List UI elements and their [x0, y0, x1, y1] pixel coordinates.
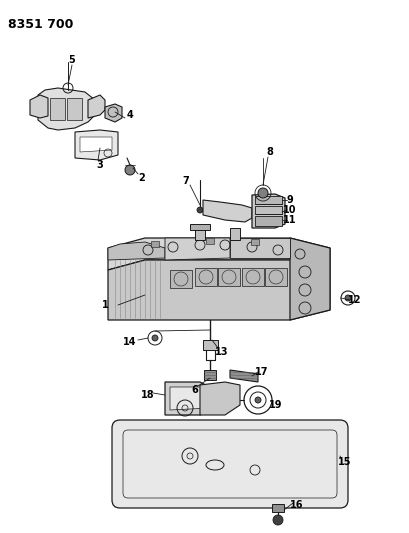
Polygon shape	[75, 130, 118, 160]
Circle shape	[344, 295, 350, 301]
Polygon shape	[189, 224, 209, 230]
Polygon shape	[202, 340, 218, 350]
Polygon shape	[30, 95, 48, 118]
Text: 16: 16	[290, 500, 303, 510]
Polygon shape	[105, 104, 122, 122]
Polygon shape	[80, 137, 112, 152]
Polygon shape	[108, 260, 329, 320]
Polygon shape	[264, 268, 286, 286]
Text: 10: 10	[283, 205, 296, 215]
Text: 9: 9	[286, 195, 293, 205]
Polygon shape	[200, 382, 239, 415]
Polygon shape	[229, 228, 239, 240]
Polygon shape	[250, 239, 258, 245]
Polygon shape	[151, 241, 159, 247]
Circle shape	[254, 397, 261, 403]
Polygon shape	[170, 387, 209, 410]
Text: 14: 14	[123, 337, 137, 347]
Text: 6: 6	[191, 385, 198, 395]
Polygon shape	[164, 382, 214, 415]
Text: 4: 4	[126, 110, 133, 120]
Text: 7: 7	[182, 176, 189, 186]
Polygon shape	[254, 206, 281, 214]
Polygon shape	[254, 216, 281, 226]
Text: 19: 19	[269, 400, 282, 410]
Polygon shape	[38, 88, 95, 130]
Polygon shape	[252, 194, 284, 228]
Polygon shape	[108, 242, 164, 260]
Polygon shape	[202, 200, 252, 222]
Polygon shape	[67, 98, 82, 120]
Polygon shape	[195, 228, 204, 240]
Text: 3: 3	[97, 160, 103, 170]
Polygon shape	[271, 504, 283, 512]
Text: 1: 1	[101, 300, 108, 310]
Text: 18: 18	[141, 390, 155, 400]
Text: 13: 13	[215, 347, 228, 357]
Polygon shape	[170, 270, 191, 288]
Text: 2: 2	[138, 173, 145, 183]
Polygon shape	[229, 370, 257, 382]
Circle shape	[257, 188, 267, 198]
Polygon shape	[108, 238, 329, 270]
Polygon shape	[289, 238, 329, 320]
Polygon shape	[229, 238, 289, 258]
Polygon shape	[218, 268, 239, 286]
Polygon shape	[50, 98, 65, 120]
Text: 11: 11	[283, 215, 296, 225]
Text: 17: 17	[255, 367, 268, 377]
Polygon shape	[88, 95, 105, 118]
Circle shape	[196, 207, 202, 213]
Text: 8: 8	[266, 147, 273, 157]
Polygon shape	[195, 268, 216, 286]
Circle shape	[125, 165, 135, 175]
Text: 12: 12	[347, 295, 361, 305]
Circle shape	[272, 515, 282, 525]
Polygon shape	[205, 238, 213, 244]
Polygon shape	[204, 370, 216, 380]
Text: 8351 700: 8351 700	[8, 18, 73, 31]
Polygon shape	[164, 238, 229, 260]
FancyBboxPatch shape	[112, 420, 347, 508]
Polygon shape	[241, 268, 263, 286]
Circle shape	[152, 335, 157, 341]
Polygon shape	[254, 196, 281, 204]
Text: 15: 15	[337, 457, 351, 467]
Text: 5: 5	[68, 55, 75, 65]
